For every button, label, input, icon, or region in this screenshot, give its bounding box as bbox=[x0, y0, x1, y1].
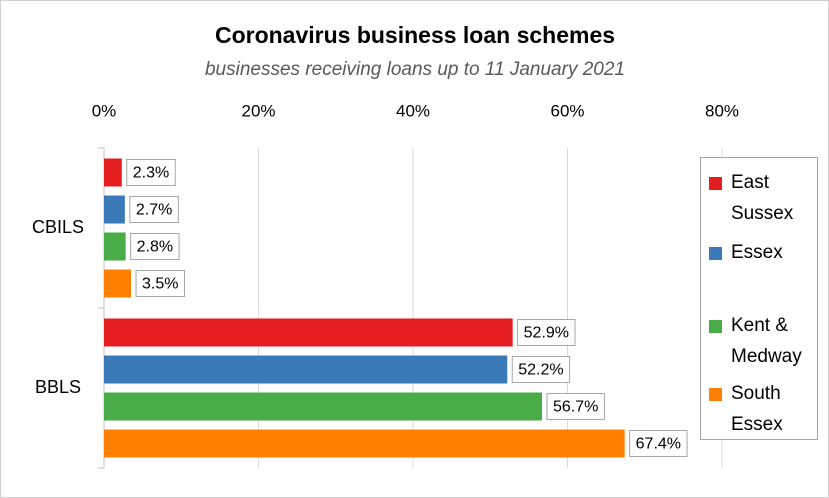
value-label: 2.3% bbox=[133, 165, 169, 182]
value-label: 3.5% bbox=[142, 276, 178, 293]
bar bbox=[104, 158, 122, 187]
legend-swatch bbox=[709, 247, 722, 260]
legend-label: Essex bbox=[731, 242, 783, 263]
legend: East Sussex Essex Kent & Medway South Essex bbox=[700, 157, 818, 440]
value-label: 2.7% bbox=[136, 202, 172, 219]
value-label: 52.9% bbox=[524, 325, 569, 342]
legend-label: South Essex bbox=[731, 383, 783, 435]
x-tick-label: 40% bbox=[396, 101, 430, 120]
legend-label: East Sussex bbox=[731, 172, 794, 224]
bar bbox=[104, 429, 625, 458]
value-label: 52.2% bbox=[518, 362, 563, 379]
y-tick-label: CBILS bbox=[32, 217, 84, 237]
chart-subtitle: businesses receiving loans up to 11 Janu… bbox=[205, 59, 625, 80]
value-label-box bbox=[135, 270, 186, 297]
bar bbox=[104, 318, 513, 347]
bar bbox=[104, 355, 508, 384]
x-tick-label: 20% bbox=[241, 101, 275, 120]
bar bbox=[104, 392, 543, 421]
value-label-box bbox=[546, 393, 605, 420]
value-label: 2.8% bbox=[137, 239, 173, 256]
bar bbox=[104, 269, 132, 298]
value-label-box bbox=[130, 233, 180, 260]
value-label-box bbox=[129, 196, 179, 223]
x-tick-label: 80% bbox=[705, 101, 739, 120]
legend-swatch bbox=[709, 388, 722, 401]
legend-swatch bbox=[709, 320, 722, 333]
y-tick-label: BBLS bbox=[35, 377, 81, 397]
value-label-box bbox=[629, 430, 688, 457]
x-tick-label: 0% bbox=[92, 101, 117, 120]
value-label-box bbox=[511, 356, 571, 383]
bar bbox=[104, 232, 126, 261]
x-tick-label: 60% bbox=[550, 101, 584, 120]
chart-title: Coronavirus business loan schemes bbox=[215, 22, 615, 48]
value-label-box bbox=[126, 159, 176, 186]
value-label: 56.7% bbox=[553, 399, 598, 416]
legend-label: Kent & Medway bbox=[731, 315, 802, 367]
value-label: 67.4% bbox=[636, 436, 681, 453]
legend-swatch bbox=[709, 177, 722, 190]
bar bbox=[104, 195, 125, 224]
value-label-box bbox=[517, 319, 576, 346]
